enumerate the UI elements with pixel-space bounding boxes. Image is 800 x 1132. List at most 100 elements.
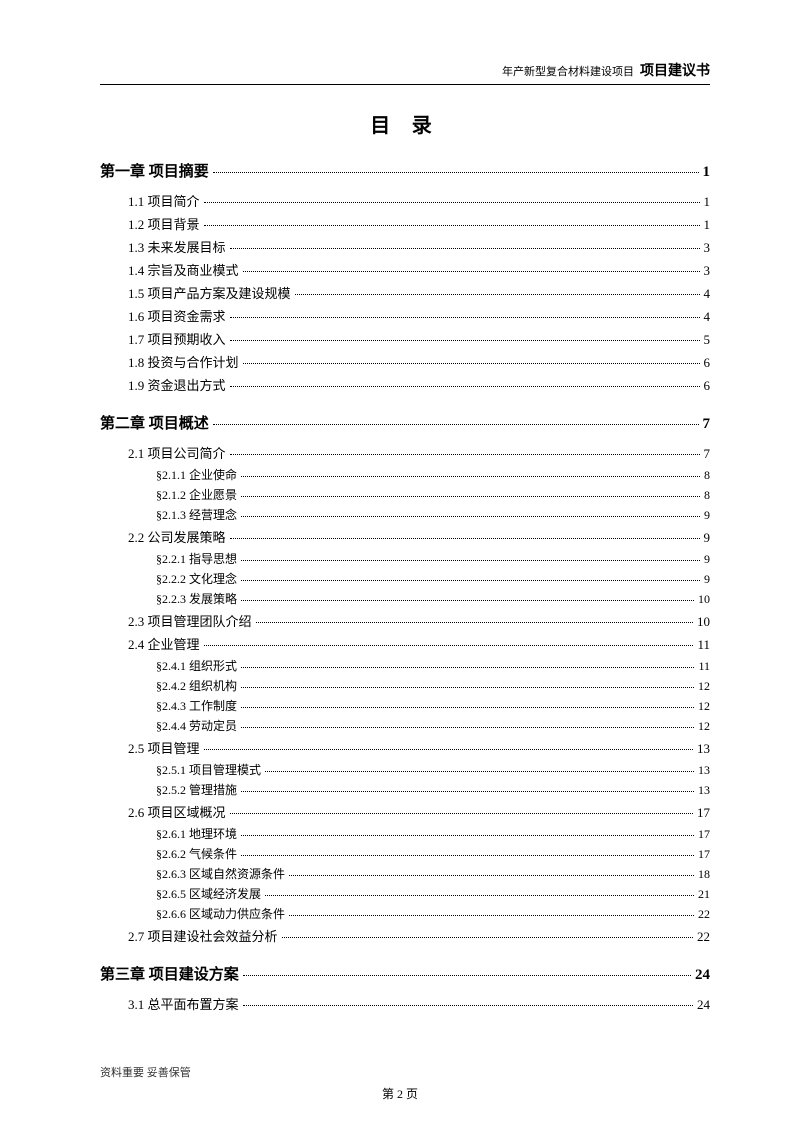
toc-page: 1 xyxy=(704,217,711,233)
toc-label: §2.6.1 地理环境 xyxy=(156,825,237,842)
toc-section: 1.1 项目简介 1 xyxy=(128,191,710,210)
toc-section: 2.2 公司发展策略9 xyxy=(128,527,710,546)
toc-label: 2.7 项目建设社会效益分析 xyxy=(128,926,278,945)
toc-page: 8 xyxy=(704,468,710,483)
toc-leader-dots xyxy=(241,600,694,601)
toc-leader-dots xyxy=(241,687,694,688)
toc-section: 1.2 项目背景 1 xyxy=(128,214,710,233)
toc-page: 1 xyxy=(704,194,711,210)
toc-leader-dots xyxy=(256,622,693,623)
toc-leader-dots xyxy=(230,454,700,455)
toc-label: 1.1 项目简介 xyxy=(128,191,200,210)
toc-page: 7 xyxy=(703,416,711,433)
toc-page: 18 xyxy=(698,867,710,882)
page-header: 年产新型复合材料建设项目 项目建议书 xyxy=(100,60,710,85)
toc-section: 2.6 项目区域概况17 xyxy=(128,802,710,821)
toc-leader-dots xyxy=(265,895,694,896)
toc-label: 2.4 企业管理 xyxy=(128,634,200,653)
toc-leader-dots xyxy=(204,202,700,203)
toc-page: 1 xyxy=(703,164,711,181)
toc-leader-dots xyxy=(241,667,694,668)
toc-subsection: §2.6.3 区域自然资源条件 18 xyxy=(156,865,710,882)
toc-page: 9 xyxy=(704,552,710,567)
toc-page: 13 xyxy=(698,783,710,798)
toc-page: 13 xyxy=(697,741,710,757)
toc-page: 10 xyxy=(697,614,710,630)
toc-page: 3 xyxy=(704,240,711,256)
toc-page: 4 xyxy=(704,309,711,325)
toc-leader-dots xyxy=(204,749,693,750)
toc-label: 1.8 投资与合作计划 xyxy=(128,352,239,371)
toc-section: 2.1 项目公司简介7 xyxy=(128,443,710,462)
toc-leader-dots xyxy=(230,248,700,249)
document-page: 年产新型复合材料建设项目 项目建议书 目 录 第一章 项目摘要11.1 项目简介… xyxy=(0,0,800,1057)
toc-subsection: §2.5.1 项目管理模式 13 xyxy=(156,761,710,778)
toc-page: 6 xyxy=(704,355,711,371)
toc-leader-dots xyxy=(241,791,694,792)
toc-page: 22 xyxy=(697,929,710,945)
toc-label: §2.6.3 区域自然资源条件 xyxy=(156,865,285,882)
toc-page: 8 xyxy=(704,488,710,503)
toc-page: 12 xyxy=(698,719,710,734)
toc-section: 3.1 总平面布置方案24 xyxy=(128,994,710,1013)
toc-label: §2.6.5 区域经济发展 xyxy=(156,885,261,902)
toc-subsection: §2.6.6 区域动力供应条件22 xyxy=(156,905,710,922)
toc-page: 7 xyxy=(704,446,711,462)
toc-label: 1.5 项目产品方案及建设规模 xyxy=(128,283,291,302)
toc-label: 2.3 项目管理团队介绍 xyxy=(128,611,252,630)
toc-subsection: §2.1.3 经营理念 9 xyxy=(156,506,710,523)
toc-page: 13 xyxy=(698,763,710,778)
toc-subsection: §2.4.1 组织形式11 xyxy=(156,657,710,674)
toc-leader-dots xyxy=(213,424,699,425)
page-number: 第 2 页 xyxy=(0,1085,800,1102)
toc-page: 5 xyxy=(704,332,711,348)
toc-leader-dots xyxy=(204,645,694,646)
toc-page: 24 xyxy=(695,967,710,984)
toc-leader-dots xyxy=(230,386,700,387)
toc-page: 9 xyxy=(704,508,710,523)
toc-page: 10 xyxy=(698,592,710,607)
toc-section: 2.3 项目管理团队介绍 10 xyxy=(128,611,710,630)
toc-leader-dots xyxy=(295,294,700,295)
toc-label: 第二章 项目概述 xyxy=(100,412,209,433)
toc-section: 1.7 项目预期收入5 xyxy=(128,329,710,348)
toc-subsection: §2.1.2 企业愿景 8 xyxy=(156,486,710,503)
toc-leader-dots xyxy=(241,727,694,728)
toc-section: 1.8 投资与合作计划 6 xyxy=(128,352,710,371)
toc-page: 24 xyxy=(697,997,710,1013)
toc-label: 2.2 公司发展策略 xyxy=(128,527,226,546)
toc-label: §2.1.3 经营理念 xyxy=(156,506,237,523)
toc-section: 2.4 企业管理11 xyxy=(128,634,710,653)
toc-label: 第三章 项目建设方案 xyxy=(100,963,239,984)
toc-section: 2.5 项目管理 13 xyxy=(128,738,710,757)
toc-chapter: 第一章 项目摘要1 xyxy=(100,160,710,181)
toc-label: 2.5 项目管理 xyxy=(128,738,200,757)
toc-label: §2.4.3 工作制度 xyxy=(156,697,237,714)
toc-page: 6 xyxy=(704,378,711,394)
header-project: 年产新型复合材料建设项目 xyxy=(502,66,634,78)
toc-label: 2.6 项目区域概况 xyxy=(128,802,226,821)
toc-section: 2.7 项目建设社会效益分析 22 xyxy=(128,926,710,945)
toc-leader-dots xyxy=(282,937,693,938)
toc-label: §2.6.2 气候条件 xyxy=(156,845,237,862)
toc-page: 12 xyxy=(698,679,710,694)
toc-leader-dots xyxy=(243,271,700,272)
toc-leader-dots xyxy=(213,172,699,173)
toc-label: §2.1.2 企业愿景 xyxy=(156,486,237,503)
toc-leader-dots xyxy=(241,580,700,581)
toc-label: 1.2 项目背景 xyxy=(128,214,200,233)
toc-label: §2.5.1 项目管理模式 xyxy=(156,761,261,778)
toc-leader-dots xyxy=(241,835,694,836)
toc-subsection: §2.6.2 气候条件 17 xyxy=(156,845,710,862)
toc-page: 17 xyxy=(698,847,710,862)
toc-page: 21 xyxy=(698,887,710,902)
header-doc-title: 项目建议书 xyxy=(640,64,710,79)
toc-page: 3 xyxy=(704,263,711,279)
toc-page: 11 xyxy=(698,659,710,674)
toc-label: §2.4.4 劳动定员 xyxy=(156,717,237,734)
toc-subsection: §2.4.4 劳动定员 12 xyxy=(156,717,710,734)
toc-leader-dots xyxy=(265,771,694,772)
toc-leader-dots xyxy=(230,317,700,318)
toc-leader-dots xyxy=(241,476,700,477)
toc-subsection: §2.4.3 工作制度12 xyxy=(156,697,710,714)
